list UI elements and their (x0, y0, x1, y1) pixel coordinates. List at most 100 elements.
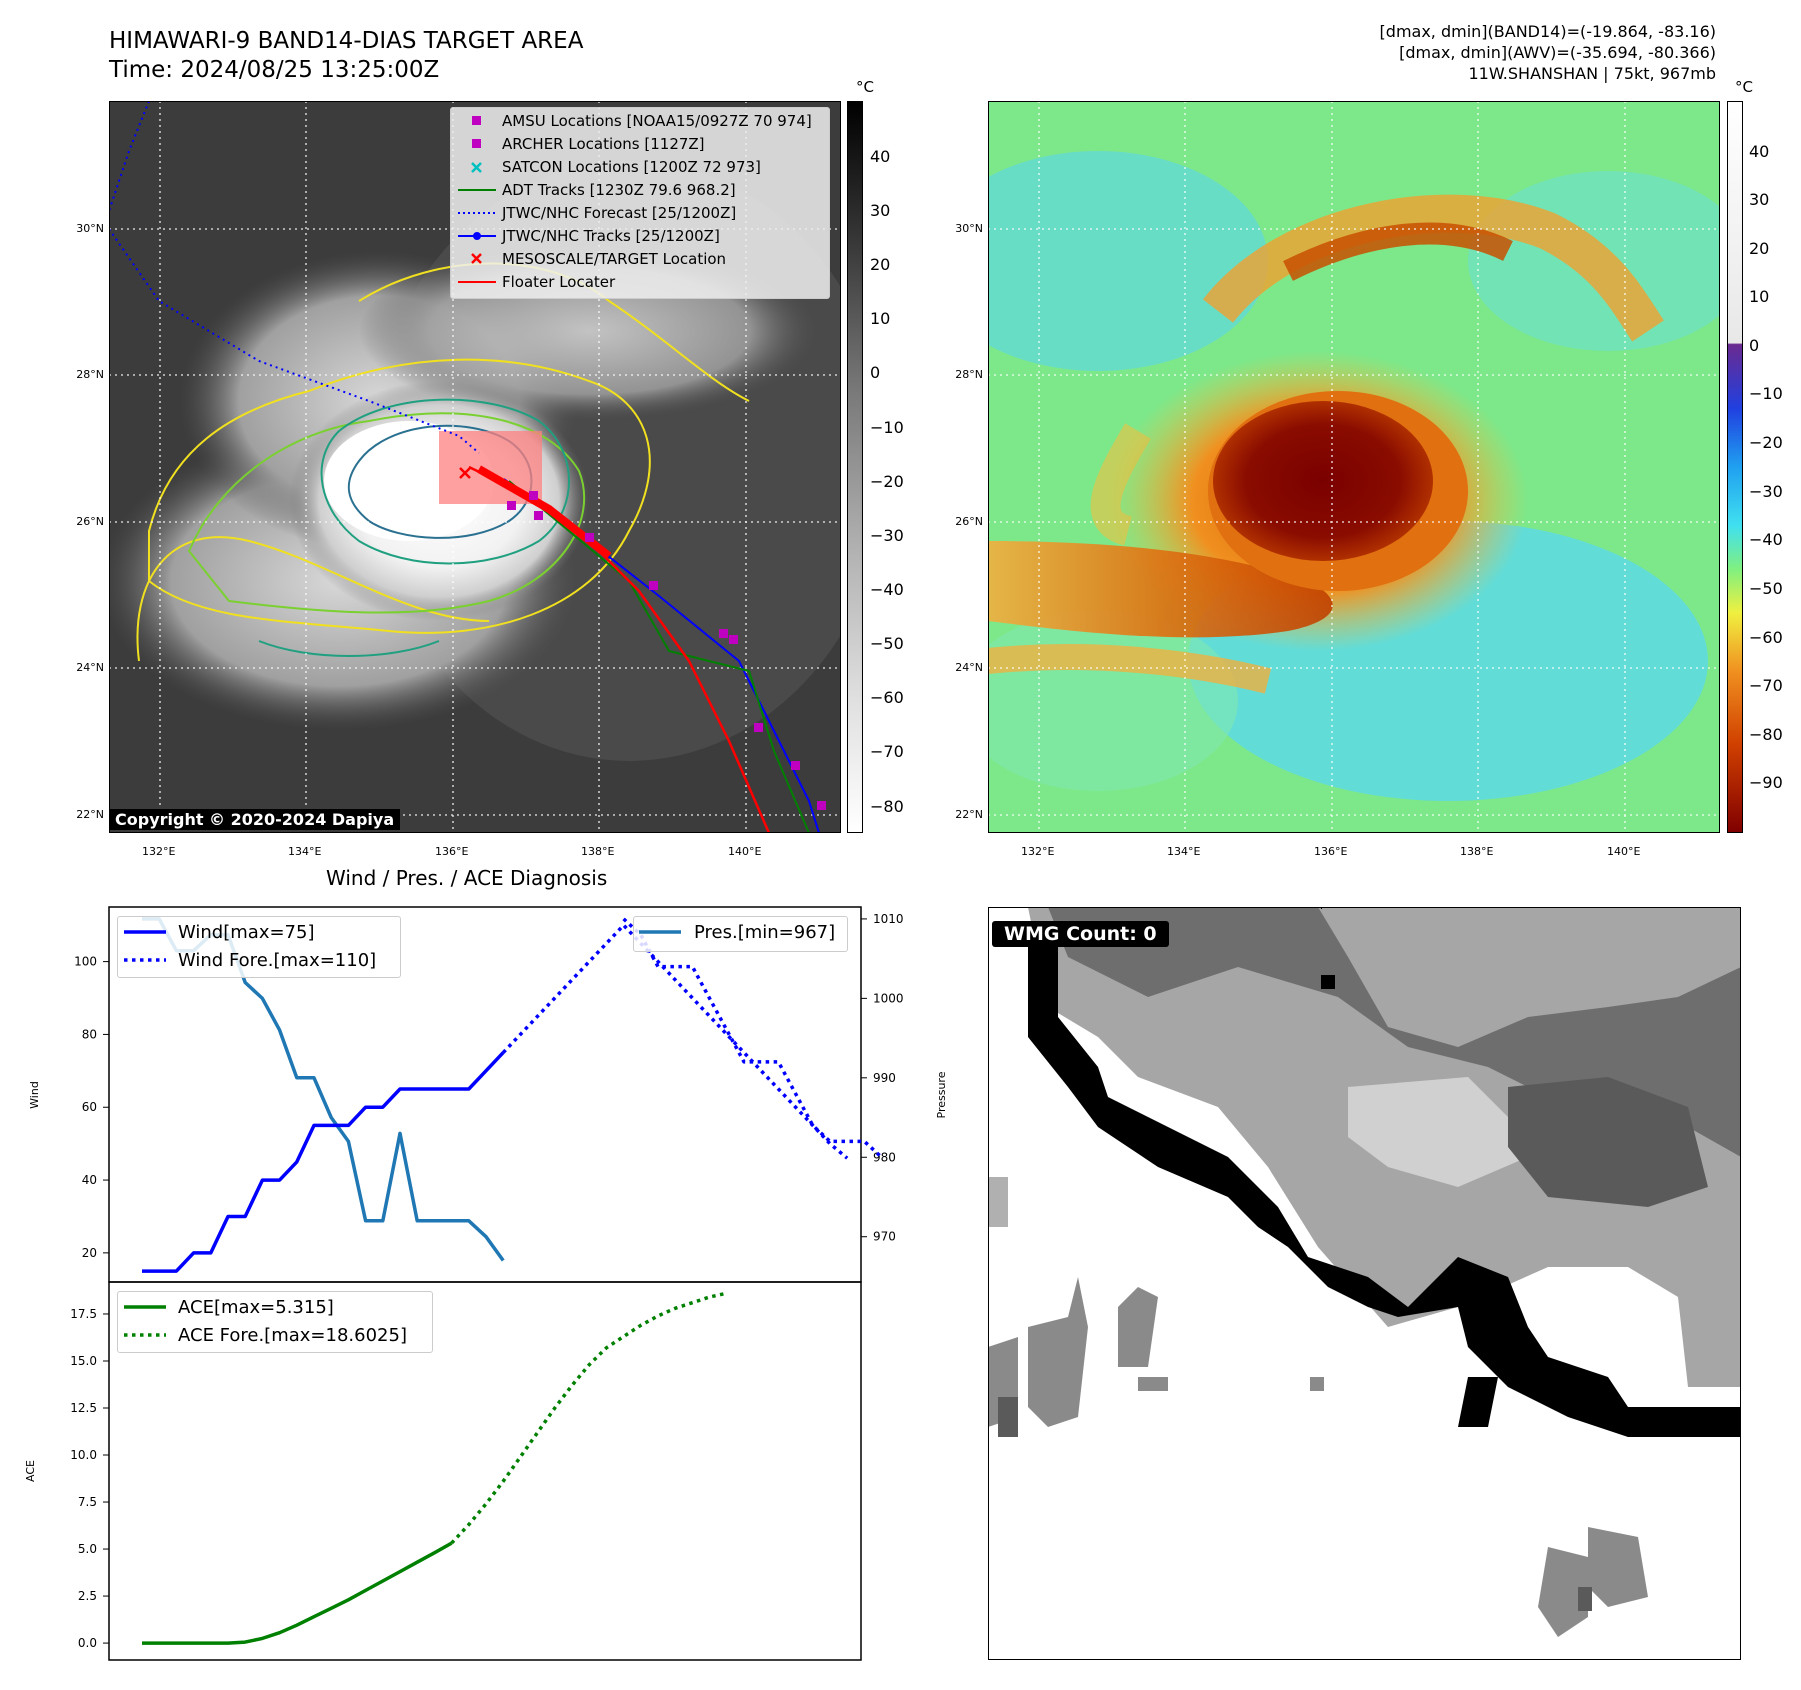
y-tick-label: 0.0 (78, 1636, 97, 1650)
colorbar-left-ticks: 40 30 20 10 0 −10 −20 −30 −40 −50 −60 −7… (870, 101, 920, 831)
legend-keys (458, 116, 496, 283)
legend-label-forecast: JTWC/NHC Forecast [25/1200Z] (502, 204, 737, 222)
legend-key-target (471, 253, 482, 264)
cbl-tick: −50 (870, 634, 904, 653)
y2-tick-label: 1000 (873, 991, 904, 1005)
cbr-tick: 10 (1749, 287, 1770, 306)
legend-label-ace-fore: ACE Fore.[max=18.6025] (178, 1325, 407, 1346)
ace-line-1 (450, 1291, 728, 1545)
copyright-label: Copyright © 2020-2024 Dapiya (109, 809, 401, 830)
cbl-tick: 10 (870, 309, 891, 328)
figure-time: Time: 2024/08/25 13:25:00Z (109, 57, 440, 83)
cbl-tick: 30 (870, 201, 891, 220)
lat-tick: 22°N (76, 808, 104, 821)
cbl-tick: 20 (870, 255, 891, 274)
right-map-lon-labels: 132°E 134°E 136°E 138°E 140°E (988, 845, 1720, 861)
lat-tick: 24°N (955, 661, 983, 674)
y-tick-label: 40 (82, 1173, 97, 1187)
lat-tick: 26°N (955, 515, 983, 528)
legend-key-tracks (458, 232, 496, 240)
y-tick-label: 10.0 (70, 1448, 97, 1462)
legend-label-adt: ADT Tracks [1230Z 79.6 968.2] (502, 181, 736, 199)
lat-tick: 22°N (955, 808, 983, 821)
cbl-tick: −10 (870, 418, 904, 437)
cbr-tick: −70 (1749, 676, 1783, 695)
left-map-lat-labels: 30°N 28°N 26°N 24°N 22°N (58, 101, 104, 833)
pres-legend (633, 916, 848, 952)
colorbar-left (847, 101, 863, 833)
stat-band14: [dmax, dmin](BAND14)=(-19.864, -83.16) (1379, 22, 1716, 41)
legend-label-tracks: JTWC/NHC Tracks [25/1200Z] (502, 227, 720, 245)
cbr-tick: −40 (1749, 530, 1783, 549)
colorbar-right-unit: °C (1735, 78, 1753, 96)
y-tick-label: 12.5 (70, 1401, 97, 1415)
pres-legend-key (639, 930, 681, 934)
lon-tick: 132°E (142, 845, 176, 858)
lat-tick: 30°N (76, 222, 104, 235)
legend-label-ace: ACE[max=5.315] (178, 1297, 334, 1318)
storm-info: 11W.SHANSHAN | 75kt, 967mb (1468, 64, 1716, 83)
cbr-tick: −10 (1749, 384, 1783, 403)
left-map-lon-labels: 132°E 134°E 136°E 138°E 140°E (109, 845, 841, 861)
lat-tick: 28°N (76, 368, 104, 381)
ace-line-0 (142, 1541, 453, 1645)
cbr-tick: −60 (1749, 628, 1783, 647)
legend-key-archer (472, 139, 481, 148)
y2-tick-label: 1010 (873, 912, 904, 926)
legend-label-amsu: AMSU Locations [NOAA15/0927Z 70 974] (502, 112, 812, 130)
cbl-tick: −80 (870, 797, 904, 816)
cbr-tick: −30 (1749, 482, 1783, 501)
lat-tick: 30°N (955, 222, 983, 235)
colorbar-left-unit: °C (856, 78, 874, 96)
band14-map-frame (109, 101, 841, 833)
cbr-tick: −50 (1749, 579, 1783, 598)
lon-tick: 138°E (1460, 845, 1494, 858)
cbr-tick: 0 (1749, 336, 1760, 355)
map-legend (450, 107, 830, 299)
lon-tick: 136°E (435, 845, 469, 858)
legend-label-target: MESOSCALE/TARGET Location (502, 250, 727, 268)
y2-tick-label: 980 (873, 1150, 896, 1164)
y-tick-label: 60 (82, 1100, 97, 1114)
lon-tick: 136°E (1314, 845, 1348, 858)
lat-tick: 26°N (76, 515, 104, 528)
wind-line-1 (501, 923, 849, 1160)
y-tick-label: 100 (74, 955, 97, 969)
lon-tick: 134°E (1167, 845, 1201, 858)
awv-map (988, 101, 1720, 833)
wmg-frame (988, 907, 1741, 1660)
diagnosis-title: Wind / Pres. / ACE Diagnosis (326, 866, 608, 890)
legend-label-floater: Floater Locater (502, 273, 616, 291)
legend-label-archer: ARCHER Locations [1127Z] (502, 135, 705, 153)
legend-label-wind: Wind[max=75] (178, 922, 315, 943)
ace-axis-label: ACE (24, 1460, 37, 1482)
cbl-tick: −60 (870, 688, 904, 707)
lon-tick: 134°E (288, 845, 322, 858)
legend-label-satcon: SATCON Locations [1200Z 72 973] (502, 158, 761, 176)
wind-legend-keys (124, 930, 166, 962)
colorbar-right (1727, 101, 1743, 833)
wind-line-0 (142, 1051, 505, 1273)
y-tick-label: 7.5 (78, 1495, 97, 1509)
awv-map-frame (988, 101, 1720, 833)
y-tick-label: 17.5 (70, 1307, 97, 1321)
cbl-tick: −30 (870, 526, 904, 545)
wind-axis-label: Wind (28, 1081, 41, 1109)
lon-tick: 140°E (1607, 845, 1641, 858)
lat-tick: 24°N (76, 661, 104, 674)
cbl-tick: −40 (870, 580, 904, 599)
y-tick-label: 2.5 (78, 1589, 97, 1603)
lon-tick: 138°E (581, 845, 615, 858)
wind-legend (117, 916, 401, 978)
lat-tick: 28°N (955, 368, 983, 381)
ace-legend-keys (124, 1305, 166, 1337)
colorbar-right-ticks: 40 30 20 10 0 −10 −20 −30 −40 −50 −60 −7… (1749, 101, 1799, 831)
cbl-tick: 40 (870, 147, 891, 166)
lon-tick: 140°E (728, 845, 762, 858)
cbr-tick: −20 (1749, 433, 1783, 452)
y-tick-label: 15.0 (70, 1354, 97, 1368)
cbr-tick: 30 (1749, 190, 1770, 209)
y2-tick-label: 990 (873, 1071, 896, 1085)
legend-label-pres: Pres.[min=967] (694, 922, 836, 943)
y-tick-label: 5.0 (78, 1542, 97, 1556)
